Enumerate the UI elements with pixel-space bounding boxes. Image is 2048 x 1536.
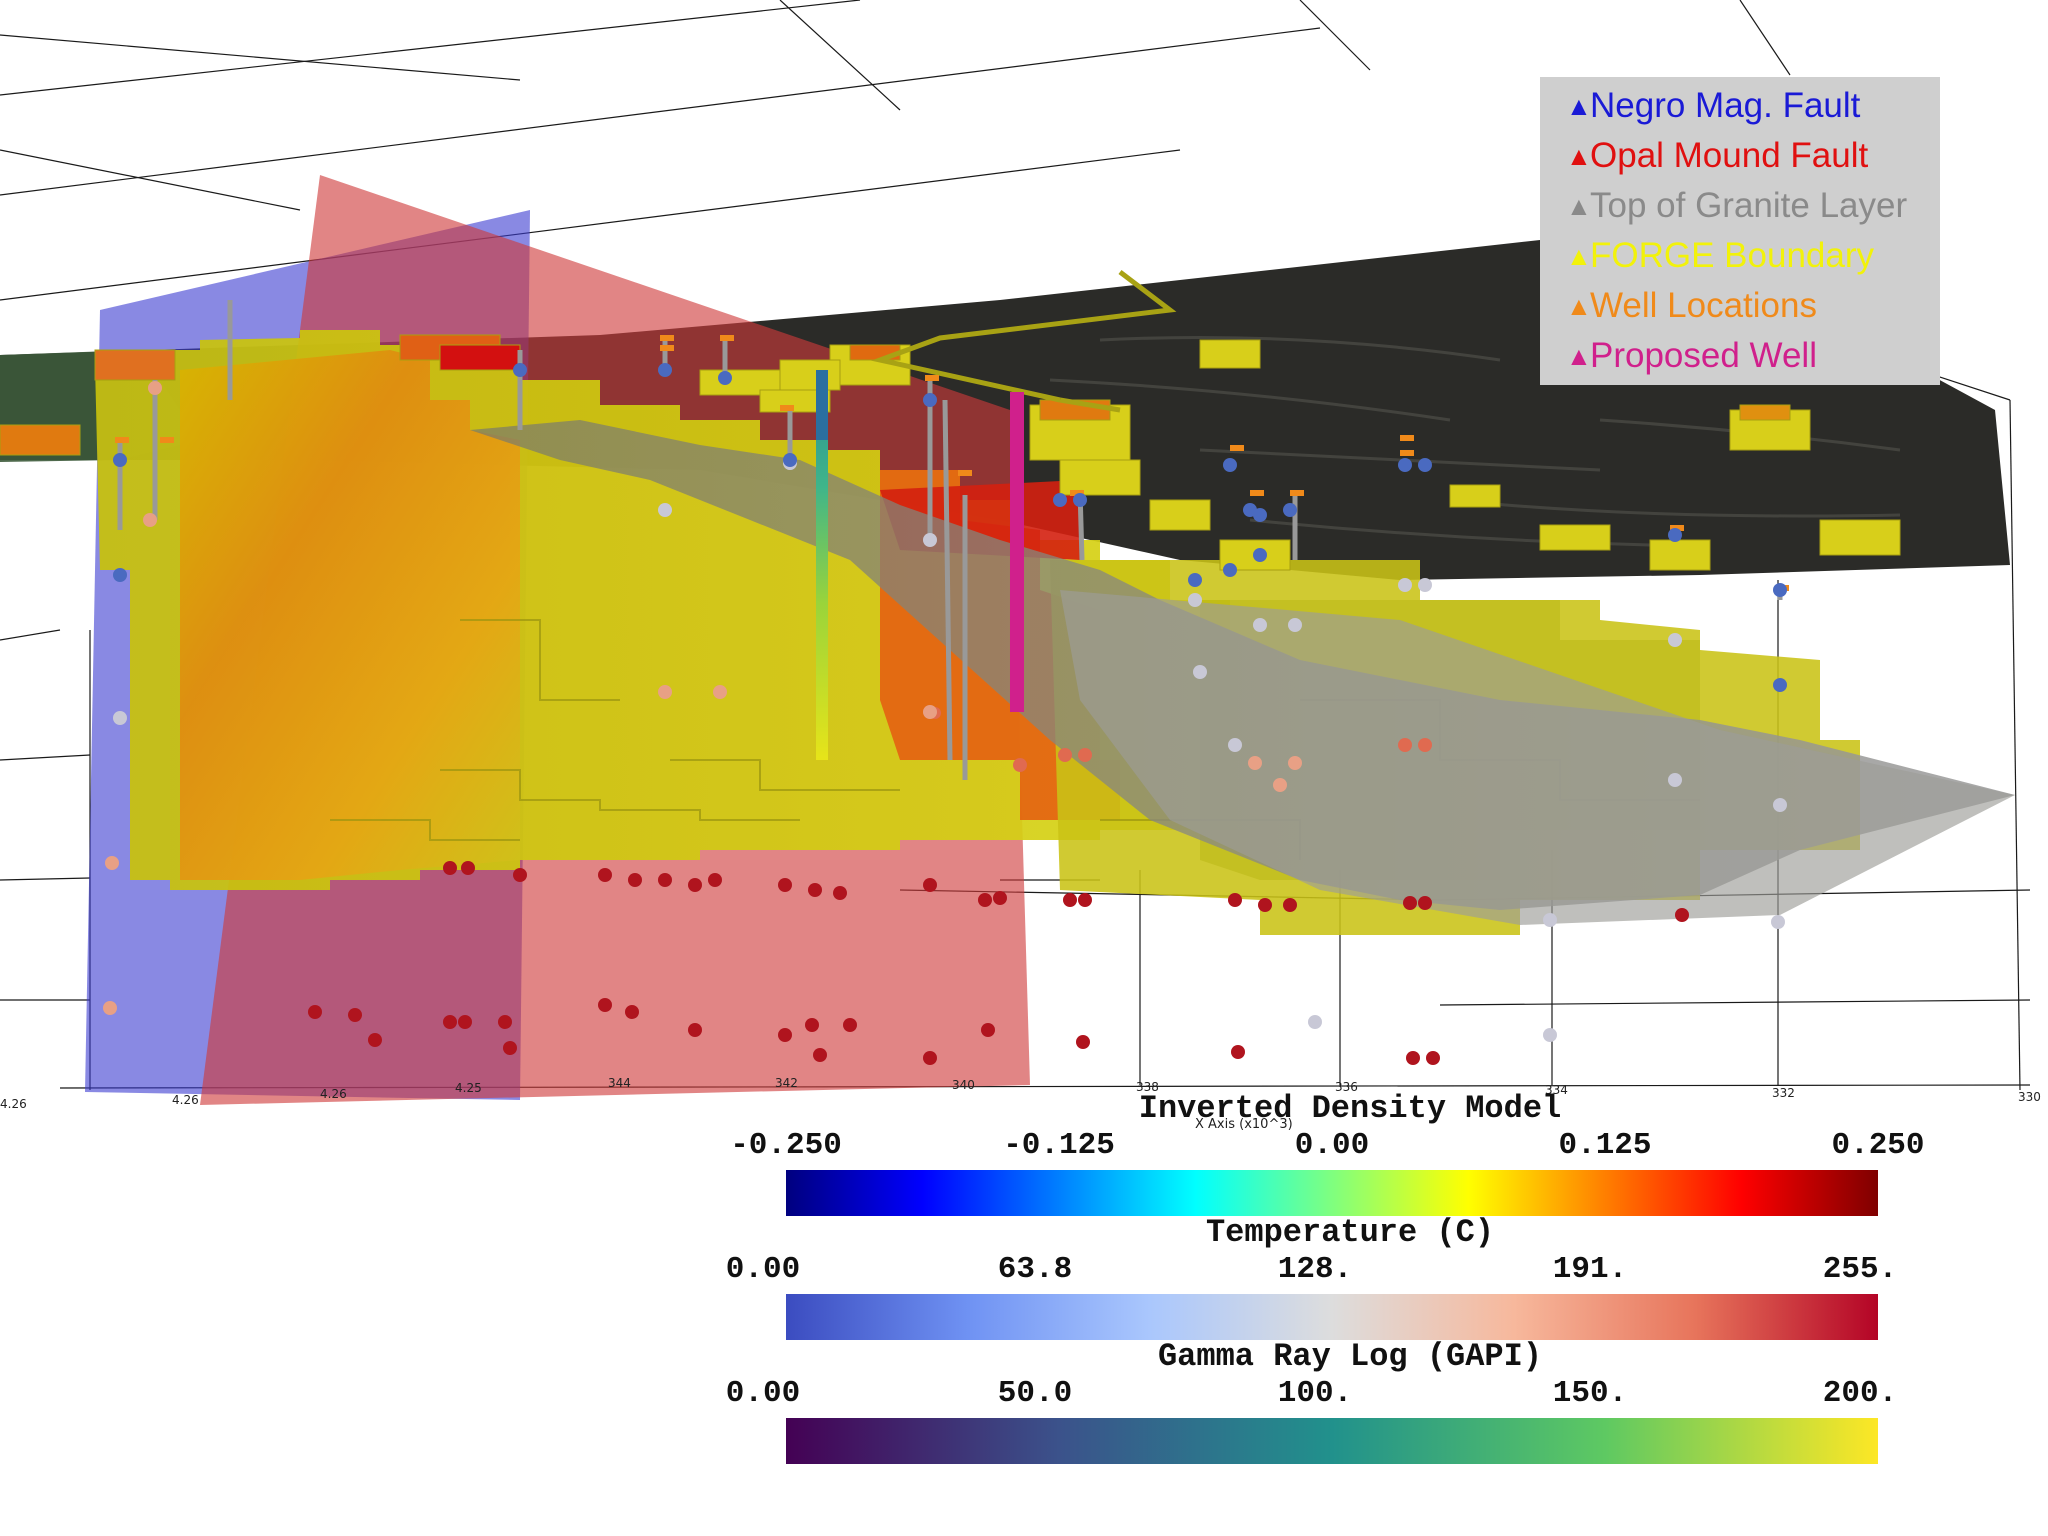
- colorbar-tick: -0.250: [730, 1128, 842, 1163]
- temperature-points: [103, 363, 1787, 1065]
- axis-tick-2: 4.26: [320, 1087, 347, 1101]
- colorbar-gamma-ray: Gamma Ray Log (GAPI) 0.00 50.0 100. 150.…: [700, 1338, 2000, 1468]
- colorbar-title: Temperature (C): [1205, 1214, 1495, 1251]
- colorbar-tick: 200.: [1822, 1376, 1898, 1411]
- triangle-icon: ▲: [1566, 291, 1592, 321]
- colorbar-ticks: 0.00 63.8 128. 191. 255.: [700, 1252, 2000, 1292]
- legend-panel: ▲Negro Mag. Fault ▲Opal Mound Fault ▲Top…: [1540, 77, 1940, 385]
- legend-item-negro-mag-fault: ▲Negro Mag. Fault: [1566, 81, 1940, 131]
- axis-tick-3: 4.25: [455, 1081, 482, 1095]
- triangle-icon: ▲: [1566, 241, 1592, 271]
- legend-label: Negro Mag. Fault: [1590, 86, 1861, 125]
- colorbar-title: Inverted Density Model: [1138, 1090, 1562, 1127]
- colorbar-strip: [786, 1418, 1878, 1464]
- legend-label: FORGE Boundary: [1590, 236, 1874, 275]
- colorbar-title: Gamma Ray Log (GAPI): [1157, 1338, 1543, 1375]
- axis-tick-6: 340: [952, 1078, 975, 1092]
- topography-texture: [1049, 336, 1901, 547]
- x-axis-labels: 4.26 4.26 4.26 4.25 344 342 340 338 336 …: [0, 1076, 2041, 1132]
- granite-layer-front: [1060, 590, 2015, 925]
- legend-item-well-locations: ▲Well Locations: [1566, 281, 1940, 331]
- triangle-icon: ▲: [1566, 341, 1592, 371]
- legend-item-proposed-well: ▲Proposed Well: [1566, 331, 1940, 381]
- legend-label: Top of Granite Layer: [1590, 186, 1908, 225]
- legend-item-granite-layer: ▲Top of Granite Layer: [1566, 181, 1940, 231]
- colorbar-tick: -0.125: [1003, 1128, 1115, 1163]
- colorbar-tick: 0.00: [725, 1252, 801, 1287]
- axis-tick-11: 330: [2018, 1090, 2041, 1104]
- axis-tick-9: 334: [1545, 1083, 1568, 1097]
- gamma-ray-log-track: [816, 370, 828, 760]
- axis-tick-0: 4.26: [0, 1097, 27, 1111]
- legend-label: Well Locations: [1590, 286, 1817, 325]
- triangle-icon: ▲: [1566, 91, 1592, 121]
- colorbar-tick: 63.8: [997, 1252, 1073, 1287]
- axis-tick-10: 332: [1772, 1086, 1795, 1100]
- colorbar-strip: [786, 1170, 1878, 1216]
- axis-tick-7: 338: [1136, 1080, 1159, 1094]
- colorbar-tick: 0.00: [725, 1376, 801, 1411]
- colorbar-temperature: Temperature (C) 0.00 63.8 128. 191. 255.: [700, 1214, 2000, 1344]
- forge-boundary: [871, 270, 1177, 413]
- colorbar-tick: 150.: [1552, 1376, 1628, 1411]
- axis-title: X Axis (x10^3): [1195, 1117, 1293, 1132]
- colorbar-density: Inverted Density Model -0.250 -0.125 0.0…: [700, 1090, 2000, 1220]
- colorbar-ticks: -0.250 -0.125 0.00 0.125 0.250: [700, 1128, 2000, 1168]
- colorbar-tick: 128.: [1277, 1252, 1353, 1287]
- colorbar-ticks: 0.00 50.0 100. 150. 200.: [700, 1376, 2000, 1416]
- colorbar-tick: 0.250: [1831, 1128, 1925, 1163]
- axis-tick-5: 342: [775, 1076, 798, 1090]
- legend-label: Opal Mound Fault: [1590, 136, 1869, 175]
- colorbar-tick: 191.: [1552, 1252, 1628, 1287]
- legend-label: Proposed Well: [1590, 336, 1817, 375]
- triangle-icon: ▲: [1566, 191, 1592, 221]
- colorbar-tick: 0.125: [1558, 1128, 1652, 1163]
- colorbar-strip: [786, 1294, 1878, 1340]
- axis-tick-8: 336: [1335, 1080, 1358, 1094]
- axis-tick-4: 344: [608, 1076, 631, 1090]
- legend-item-forge-boundary: ▲FORGE Boundary: [1566, 231, 1940, 281]
- colorbar-tick: 100.: [1277, 1376, 1353, 1411]
- legend-item-opal-mound-fault: ▲Opal Mound Fault: [1566, 131, 1940, 181]
- axis-tick-1: 4.26: [172, 1093, 199, 1107]
- colorbar-tick: 50.0: [997, 1376, 1073, 1411]
- proposed-well: [1010, 392, 1024, 712]
- surface-voxel-clusters: [0, 334, 1901, 571]
- triangle-icon: ▲: [1566, 141, 1592, 171]
- colorbar-tick: 0.00: [1294, 1128, 1370, 1163]
- colorbar-tick: 255.: [1822, 1252, 1898, 1287]
